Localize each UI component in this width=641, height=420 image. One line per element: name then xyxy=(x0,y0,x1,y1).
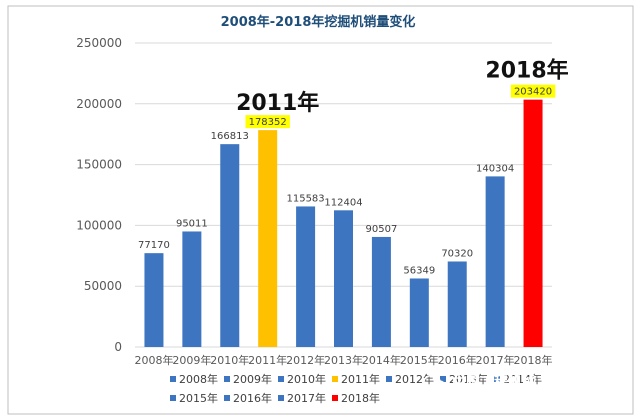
legend-swatch xyxy=(494,376,500,382)
legend-swatch xyxy=(386,376,392,382)
x-tick-label: 2015年 xyxy=(400,353,439,367)
value-label: 112404 xyxy=(324,197,362,208)
value-label: 95011 xyxy=(176,218,208,229)
legend-label: 2009年 xyxy=(233,372,272,386)
value-label: 140304 xyxy=(476,163,514,174)
legend-swatch xyxy=(170,395,176,401)
value-label: 56349 xyxy=(403,265,435,276)
bar xyxy=(334,210,353,347)
x-tick-label: 2014年 xyxy=(362,353,401,367)
wechat-icon xyxy=(423,374,446,392)
y-tick-label: 50000 xyxy=(84,279,122,293)
legend-swatch xyxy=(224,376,230,382)
chart-title: 2008年-2018年挖掘机销量变化 xyxy=(221,14,416,30)
bar xyxy=(296,206,316,347)
x-axis-ticks: 2008年2009年2010年2011年2012年2013年2014年2015年… xyxy=(134,353,552,367)
x-tick-label: 2016年 xyxy=(438,353,477,367)
y-tick-label: 100000 xyxy=(76,218,122,232)
x-tick-label: 2009年 xyxy=(172,353,211,367)
x-tick-label: 2012年 xyxy=(286,353,325,367)
x-tick-label: 2017年 xyxy=(476,353,515,367)
value-label: 166813 xyxy=(211,131,249,142)
bar xyxy=(523,99,543,347)
value-label: 115583 xyxy=(286,193,324,204)
x-tick-label: 2008年 xyxy=(134,353,173,367)
legend-label: 2012年 xyxy=(395,372,434,386)
watermark: 中国工程机械工业协会 xyxy=(423,374,593,392)
y-tick-label: 200000 xyxy=(76,97,122,111)
legend-swatch xyxy=(278,395,284,401)
legend-label: 2015年 xyxy=(179,391,218,405)
bar xyxy=(258,130,278,347)
callout-2011: 2011年 xyxy=(236,90,319,116)
legend-label: 2014年 xyxy=(503,372,542,386)
y-tick-label: 250000 xyxy=(76,36,122,50)
x-tick-label: 2011年 xyxy=(248,353,287,367)
bar xyxy=(144,253,164,347)
value-label: 178352 xyxy=(249,117,287,128)
legend-swatch xyxy=(440,376,446,382)
callouts: 2011年 2018年 xyxy=(236,58,569,116)
value-label: 77170 xyxy=(138,240,170,251)
y-tick-label: 150000 xyxy=(76,158,122,172)
bar xyxy=(485,176,505,347)
legend-label: 2008年 xyxy=(179,372,218,386)
legend-label: 2010年 xyxy=(287,372,326,386)
value-label-highlight xyxy=(510,84,556,98)
bar xyxy=(409,278,429,347)
x-tick-label: 2013年 xyxy=(324,353,363,367)
legend-label: 2013年 xyxy=(449,372,488,386)
value-label: 70320 xyxy=(441,248,473,259)
legend-swatch xyxy=(332,395,338,401)
legend-swatch xyxy=(278,376,284,382)
legend-label: 2018年 xyxy=(341,391,380,405)
legend-label: 2011年 xyxy=(341,372,380,386)
legend-label: 2016年 xyxy=(233,391,272,405)
bar xyxy=(182,231,202,347)
legend-label: 2017年 xyxy=(287,391,326,405)
value-label: 203420 xyxy=(514,87,552,98)
legend-swatch xyxy=(332,376,338,382)
callout-2018: 2018年 xyxy=(485,58,568,84)
value-label: 90507 xyxy=(366,224,398,235)
bar xyxy=(371,236,391,347)
legend-swatch xyxy=(224,395,230,401)
value-label-highlight xyxy=(245,115,290,129)
watermark-text: 中国工程机械工业协会 xyxy=(452,374,593,391)
x-tick-label: 2010年 xyxy=(210,353,249,367)
bars xyxy=(144,99,543,347)
legend-swatch xyxy=(170,376,176,382)
legend: 2008年 2009年 2010年 2011年 2012年 2013年 2014年 2015年… xyxy=(170,372,542,405)
y-axis-ticks: 0 50000 100000 150000 200000 250000 xyxy=(76,36,122,354)
x-tick-label: 2018年 xyxy=(514,353,553,367)
grid-lines xyxy=(135,42,552,348)
y-tick-label: 0 xyxy=(114,340,122,354)
bar xyxy=(220,144,240,347)
bar xyxy=(447,261,467,347)
